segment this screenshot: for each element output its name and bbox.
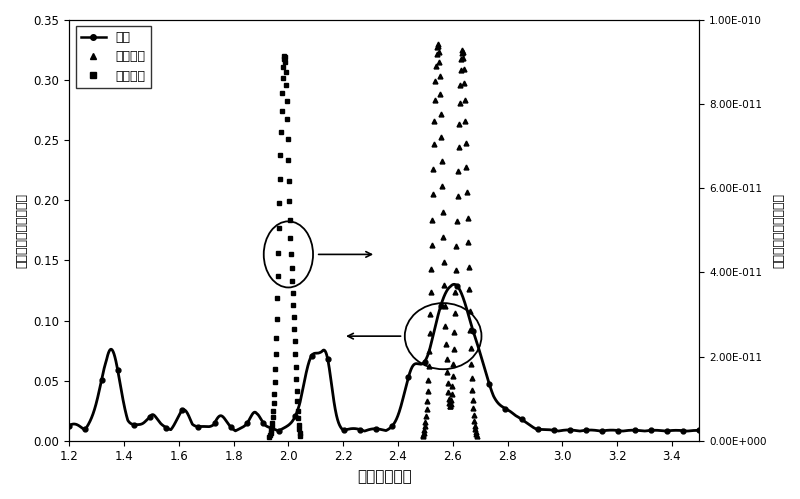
Y-axis label: 磁场强度（任意单位）: 磁场强度（任意单位）	[15, 193, 28, 268]
X-axis label: 波长（微米）: 波长（微米）	[357, 469, 412, 484]
Legend: 单源, 相长干涉, 相消干涉: 单源, 相长干涉, 相消干涉	[75, 26, 150, 88]
Y-axis label: 磁场强度（任意单位）: 磁场强度（任意单位）	[772, 193, 785, 268]
